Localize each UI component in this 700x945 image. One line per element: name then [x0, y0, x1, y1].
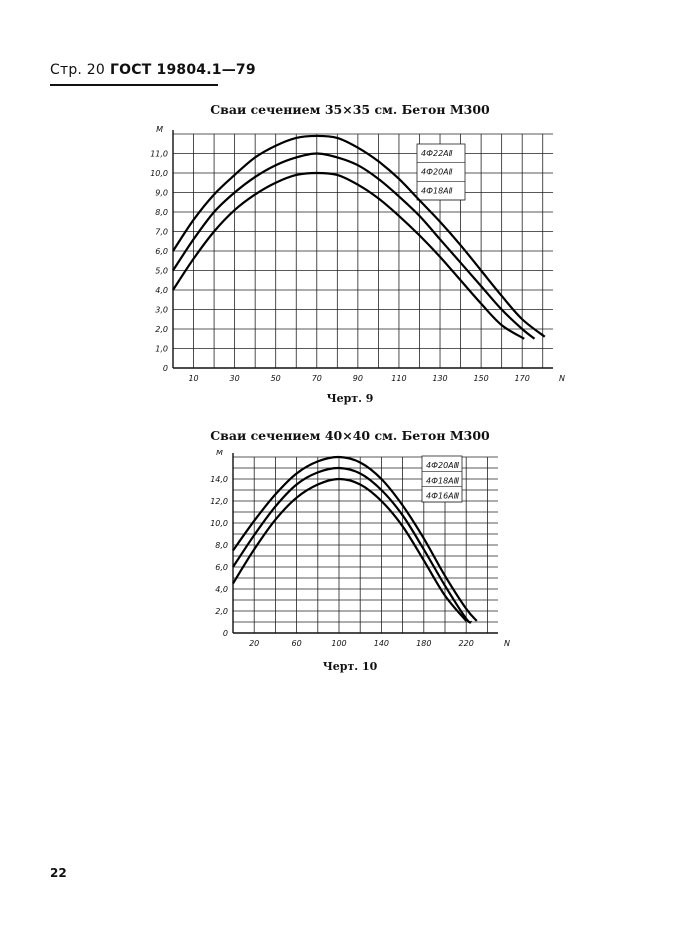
y-tick-label: 10,0 [210, 519, 228, 528]
x-tick-label: 70 [312, 374, 322, 383]
x-tick-label: 130 [432, 374, 447, 383]
legend-box [416, 143, 466, 201]
chart-2-caption: Черт. 10 [322, 660, 378, 673]
x-tick-label: 140 [374, 639, 389, 648]
y-axis-label: M [156, 125, 163, 134]
x-axis-label: N [504, 639, 510, 648]
legend-entry: 4Ф22АⅡ [421, 149, 453, 158]
y-tick-label: 7,0 [155, 228, 168, 237]
chart-10: 0 2,0 4,0 6,0 8,0 10,0 12,0 14,0 M 20 60 100 140 180 2… [210, 450, 510, 648]
y-tick-label: 3,0 [155, 306, 168, 315]
page-number: 22 [50, 866, 67, 880]
x-tick-label: 10 [188, 374, 198, 383]
series-line [232, 455, 478, 622]
y-tick-label: 14,0 [210, 475, 228, 484]
series-line [232, 477, 468, 622]
x-tick-label: 150 [473, 374, 488, 383]
y-tick-label: 0 [223, 629, 228, 638]
y-tick-label: 4,0 [155, 286, 168, 295]
y-tick-label: 8,0 [155, 208, 168, 217]
legend-entry: 4Ф16АⅢ [426, 492, 460, 501]
y-tick-label: 9,0 [155, 189, 168, 198]
legend-entry: 4Ф18АⅢ [426, 476, 460, 485]
y-tick-label: 8,0 [215, 541, 228, 550]
y-tick-label: 12,0 [210, 497, 228, 506]
series-line [172, 171, 525, 340]
chart-1-title: Сваи сечением 35×35 см. Бетон М300 [210, 102, 490, 117]
y-tick-label: 4,0 [215, 585, 228, 594]
chart-1-caption: Черт. 9 [326, 392, 374, 405]
legend-entry: 4Ф20АⅢ [426, 461, 460, 470]
x-tick-label: 220 [459, 639, 474, 648]
x-tick-label: 30 [230, 374, 240, 383]
y-tick-label: 0 [163, 364, 168, 373]
y-tick-label: 6,0 [155, 247, 168, 256]
x-tick-label: 50 [271, 374, 281, 383]
x-tick-label: 170 [515, 374, 530, 383]
x-tick-label: 180 [416, 639, 431, 648]
page-header: Стр. 20 ГОСТ 19804.1—79 [50, 62, 256, 78]
legend-entry: 4Ф18АⅡ [421, 186, 453, 195]
legend-box [421, 455, 463, 503]
series-line [172, 134, 546, 338]
x-tick-label: 100 [331, 639, 346, 648]
y-tick-label: 11,0 [150, 150, 168, 159]
y-tick-label: 2,0 [215, 607, 228, 616]
y-tick-label: 6,0 [215, 563, 228, 572]
y-tick-label: 5,0 [155, 267, 168, 276]
y-tick-label: 2,0 [155, 325, 168, 334]
legend-entry: 4Ф20АⅡ [421, 168, 453, 177]
chart-2-title: Сваи сечением 40×40 см. Бетон М300 [210, 428, 490, 443]
series-line [172, 152, 536, 340]
x-axis-label: N [559, 374, 565, 383]
series-line [232, 466, 473, 624]
x-tick-label: 20 [249, 639, 259, 648]
x-tick-label: 90 [353, 374, 363, 383]
header-rule [50, 84, 218, 86]
page-reference: Стр. 20 [50, 62, 105, 78]
y-tick-label: 10,0 [150, 169, 168, 178]
y-axis-label: M [216, 450, 223, 457]
chart-9: 0 1,0 2,0 3,0 4,0 5,0 6,0 7,0 8,0 9,0 10,0 11,0 M 10 3… [150, 125, 565, 383]
x-tick-label: 60 [292, 639, 302, 648]
x-tick-label: 110 [391, 374, 406, 383]
standard-number: ГОСТ 19804.1—79 [110, 62, 256, 78]
y-tick-label: 1,0 [155, 345, 168, 354]
